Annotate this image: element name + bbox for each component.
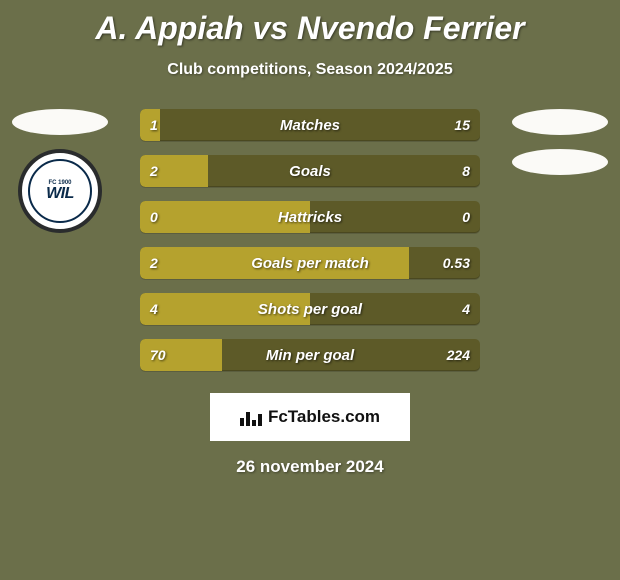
club-badge-main-text: WIL — [46, 186, 74, 202]
stat-row: 115Matches — [140, 109, 480, 141]
stat-right-value: 0.53 — [443, 247, 470, 279]
stats-bars: 115Matches 28Goals 00Hattricks 20.53Goals p… — [140, 109, 480, 371]
stat-right-value: 224 — [447, 339, 470, 371]
stat-row: 44Shots per goal — [140, 293, 480, 325]
date-text: 26 november 2024 — [0, 457, 620, 477]
stat-right-value: 8 — [462, 155, 470, 187]
player-left-column: FC 1900 WIL — [10, 109, 110, 233]
player-right-avatar-placeholder — [512, 109, 608, 135]
stat-row: 70224Min per goal — [140, 339, 480, 371]
stat-bar-fill — [140, 293, 310, 325]
stat-bar-fill — [140, 247, 409, 279]
stat-bar-fill — [140, 201, 310, 233]
stat-row: 28Goals — [140, 155, 480, 187]
page-title: A. Appiah vs Nvendo Ferrier — [0, 0, 620, 47]
stat-row: 00Hattricks — [140, 201, 480, 233]
stat-right-value: 4 — [462, 293, 470, 325]
player-right-column — [510, 109, 610, 175]
stat-row: 20.53Goals per match — [140, 247, 480, 279]
stat-right-value: 15 — [454, 109, 470, 141]
player-left-avatar-placeholder — [12, 109, 108, 135]
stat-bar-fill — [140, 339, 222, 371]
chart-bars-icon — [240, 408, 262, 426]
stat-label: Matches — [140, 109, 480, 141]
player-left-club-badge: FC 1900 WIL — [18, 149, 102, 233]
page-subtitle: Club competitions, Season 2024/2025 — [0, 61, 620, 79]
stat-right-value: 0 — [462, 201, 470, 233]
stat-bar-fill — [140, 155, 208, 187]
comparison-content: FC 1900 WIL 115Matches 28Goals 00Hattricks… — [0, 109, 620, 371]
player-right-club-placeholder — [512, 149, 608, 175]
brand-box: FcTables.com — [210, 393, 410, 441]
club-badge-icon: FC 1900 WIL — [28, 159, 92, 223]
brand-text: FcTables.com — [268, 407, 380, 427]
stat-bar-fill — [140, 109, 160, 141]
